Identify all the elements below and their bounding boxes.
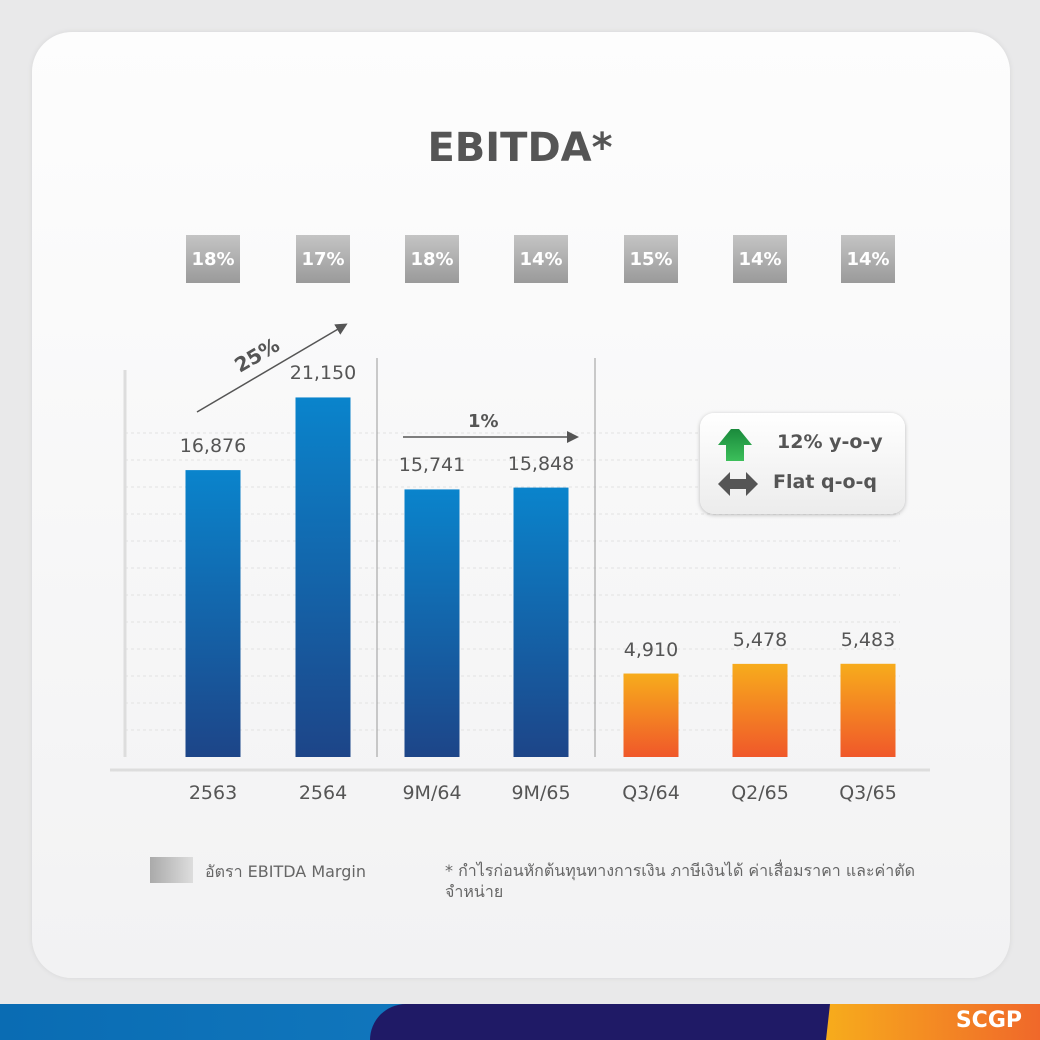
green-up-arrow-icon: [718, 429, 752, 461]
value-label: 5,483: [840, 628, 896, 651]
value-label: 15,741: [398, 454, 466, 477]
yoy-text: 12% y-o-y: [777, 431, 883, 453]
growth-arrow: [196, 323, 348, 413]
bar-Q3/65: [840, 663, 896, 757]
x-tick-label: 2563: [188, 782, 238, 804]
bar-2563: [185, 470, 241, 757]
bar-9M/65: [513, 487, 569, 757]
legend-label: อัตรา EBITDA Margin: [205, 862, 366, 881]
value-label: 5,478: [732, 628, 788, 651]
margin-badge: 14%: [733, 235, 787, 283]
qoq-text: Flat q-o-q: [773, 471, 878, 493]
x-tick-label: 9M/65: [511, 782, 571, 804]
margin-badge: 18%: [405, 235, 459, 283]
scgp-logo: SCGP: [955, 1008, 1022, 1033]
chart-title: EBITDA*: [427, 125, 613, 171]
growth-label: 1%: [468, 411, 499, 432]
bar-Q2/65: [732, 663, 788, 757]
value-label: 15,848: [507, 452, 575, 475]
margin-badge: 14%: [841, 235, 895, 283]
margin-badge: 14%: [514, 235, 568, 283]
footnote: * กำไรก่อนหักต้นทุนทางการเงิน ภาษีเงินได…: [445, 861, 916, 901]
footer-accent: [826, 1004, 1040, 1040]
x-tick-label: Q3/64: [622, 782, 680, 804]
bar-Q3/64: [623, 673, 679, 757]
footer-band: [370, 1004, 830, 1040]
margin-badge: 18%: [186, 235, 240, 283]
legend-swatch: [150, 857, 193, 883]
x-tick-label: 2564: [298, 782, 348, 804]
margin-badge: 15%: [624, 235, 678, 283]
x-tick-label: Q3/65: [839, 782, 897, 804]
bar-2564: [295, 397, 351, 757]
x-tick-label: 9M/64: [402, 782, 462, 804]
growth-info-box: 12% y-o-y Flat q-o-q: [700, 413, 905, 514]
value-label: 4,910: [623, 638, 679, 661]
value-label: 21,150: [289, 362, 357, 385]
gray-double-arrow-icon: [718, 472, 758, 496]
margin-badge: 17%: [296, 235, 350, 283]
bar-9M/64: [404, 489, 460, 757]
value-label: 16,876: [179, 435, 247, 458]
x-tick-label: Q2/65: [731, 782, 789, 804]
